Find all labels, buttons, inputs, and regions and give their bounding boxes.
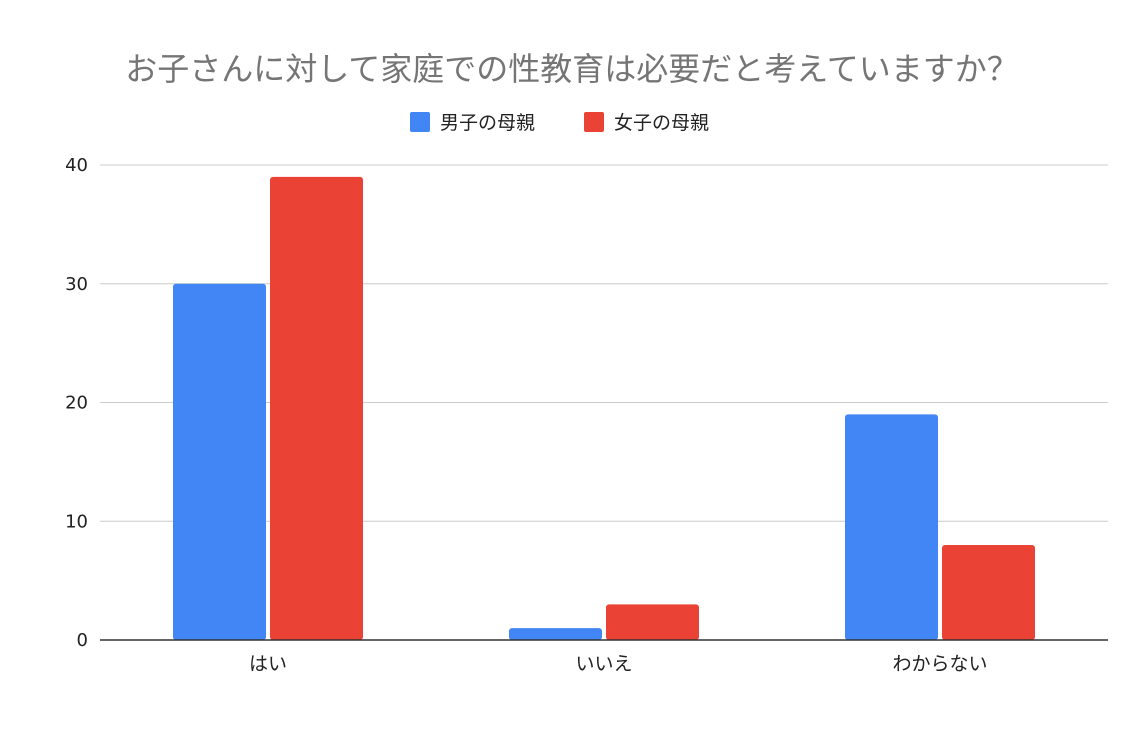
y-tick-label: 30 bbox=[65, 274, 88, 295]
y-tick-label: 20 bbox=[65, 393, 88, 414]
legend: 男子の母親 女子の母親 bbox=[410, 112, 709, 134]
bar-girls-mother-1 bbox=[270, 176, 363, 640]
bar-girls-mother-2 bbox=[606, 604, 699, 640]
y-tick-label: 0 bbox=[77, 630, 88, 651]
x-tick-label: わからない bbox=[892, 653, 987, 675]
legend-swatch bbox=[410, 112, 430, 132]
bar-boys-mother-3 bbox=[845, 414, 938, 640]
chart-title: お子さんに対して家庭での性教育は必要だと考えていますか？ bbox=[125, 50, 1018, 88]
legend-label: 男子の母親 bbox=[440, 112, 535, 134]
gridlines bbox=[100, 164, 1108, 522]
bars bbox=[173, 176, 1035, 640]
x-tick-label: はい bbox=[249, 653, 287, 675]
legend-label: 女子の母親 bbox=[614, 112, 709, 134]
y-axis-ticks: 0 10 20 30 40 bbox=[65, 155, 88, 651]
bar-boys-mother-2 bbox=[509, 628, 602, 640]
bar-girls-mother-3 bbox=[942, 545, 1035, 640]
x-axis-ticks: はい いいえ わからない bbox=[249, 653, 988, 675]
y-tick-label: 40 bbox=[65, 155, 88, 176]
bar-boys-mother-1 bbox=[173, 283, 266, 640]
legend-swatch bbox=[584, 112, 604, 132]
y-tick-label: 10 bbox=[65, 511, 88, 532]
x-tick-label: いいえ bbox=[575, 653, 632, 675]
